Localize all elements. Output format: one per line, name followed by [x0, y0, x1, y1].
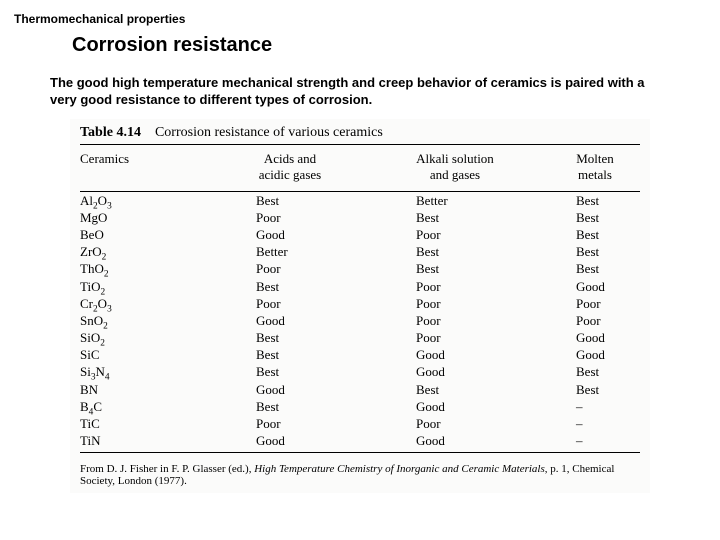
cell-acids: Poor [210, 209, 370, 226]
table-header: Ceramics Acids andacidic gases Alkali so… [80, 145, 640, 188]
cell-alkali: Best [370, 260, 540, 277]
table-row: BeOGoodPoorBest [80, 226, 640, 243]
cell-molten: Best [540, 381, 650, 398]
col-molten: Moltenmetals [540, 151, 650, 183]
cell-acids: Best [210, 398, 370, 415]
table-row: SiCBestGoodGood [80, 346, 640, 363]
cell-formula: SiC [80, 346, 210, 363]
page-title: Corrosion resistance [72, 34, 670, 57]
table-row: MgOPoorBestBest [80, 209, 640, 226]
cell-alkali: Poor [370, 226, 540, 243]
cell-formula: ThO2 [80, 260, 210, 277]
cell-molten: Best [540, 226, 650, 243]
cell-molten: Good [540, 329, 650, 346]
cell-alkali: Best [370, 209, 540, 226]
cell-alkali: Good [370, 432, 540, 449]
cell-acids: Good [210, 381, 370, 398]
cell-molten: Poor [540, 312, 650, 329]
cell-formula: BeO [80, 226, 210, 243]
cell-molten: Good [540, 346, 650, 363]
cell-molten: Best [540, 209, 650, 226]
cell-alkali: Good [370, 363, 540, 380]
cell-alkali: Poor [370, 278, 540, 295]
cell-acids: Poor [210, 260, 370, 277]
cell-formula: SnO2 [80, 312, 210, 329]
cell-formula: B4C [80, 398, 210, 415]
cell-acids: Poor [210, 415, 370, 432]
cell-alkali: Better [370, 192, 540, 209]
caption-text: Corrosion resistance of various ceramics [155, 125, 383, 140]
cell-formula: TiO2 [80, 278, 210, 295]
cell-molten: Best [540, 192, 650, 209]
table-row: Cr2O3PoorPoorPoor [80, 295, 640, 312]
intro-text: The good high temperature mechanical str… [50, 75, 670, 109]
table-row: TiNGoodGood– [80, 432, 640, 449]
col-alkali: Alkali solutionand gases [370, 151, 540, 183]
cell-alkali: Poor [370, 295, 540, 312]
cell-formula: MgO [80, 209, 210, 226]
table-row: Si3N4BestGoodBest [80, 363, 640, 380]
cell-acids: Best [210, 346, 370, 363]
cell-formula: Cr2O3 [80, 295, 210, 312]
table-row: BNGoodBestBest [80, 381, 640, 398]
cell-acids: Good [210, 226, 370, 243]
cell-alkali: Poor [370, 312, 540, 329]
cell-molten: – [540, 398, 650, 415]
table-row: Al2O3BestBetterBest [80, 192, 640, 209]
cell-formula: TiC [80, 415, 210, 432]
cell-formula: ZrO2 [80, 243, 210, 260]
cell-formula: BN [80, 381, 210, 398]
cell-molten: Best [540, 260, 650, 277]
table-citation: From D. J. Fisher in F. P. Glasser (ed.)… [80, 463, 640, 487]
cell-alkali: Best [370, 381, 540, 398]
table-row: TiCPoorPoor– [80, 415, 640, 432]
cell-acids: Better [210, 243, 370, 260]
cell-molten: – [540, 415, 650, 432]
table-row: SnO2GoodPoorPoor [80, 312, 640, 329]
bottom-rule [80, 452, 640, 453]
cell-formula: Si3N4 [80, 363, 210, 380]
cell-alkali: Good [370, 398, 540, 415]
cell-molten: – [540, 432, 650, 449]
table-body: Al2O3BestBetterBestMgOPoorBestBestBeOGoo… [80, 192, 640, 449]
cell-molten: Best [540, 363, 650, 380]
corrosion-table: Table 4.14 Corrosion resistance of vario… [70, 119, 650, 493]
table-caption: Table 4.14 Corrosion resistance of vario… [80, 125, 640, 141]
cell-formula: TiN [80, 432, 210, 449]
table-row: TiO2BestPoorGood [80, 278, 640, 295]
cell-formula: SiO2 [80, 329, 210, 346]
cell-alkali: Best [370, 243, 540, 260]
cell-alkali: Poor [370, 415, 540, 432]
cell-acids: Best [210, 363, 370, 380]
cell-molten: Best [540, 243, 650, 260]
cell-acids: Good [210, 312, 370, 329]
cell-formula: Al2O3 [80, 192, 210, 209]
col-ceramics: Ceramics [80, 151, 210, 183]
cell-alkali: Good [370, 346, 540, 363]
table-row: SiO2BestPoorGood [80, 329, 640, 346]
cell-acids: Good [210, 432, 370, 449]
page-kicker: Thermomechanical properties [14, 12, 670, 26]
cell-molten: Poor [540, 295, 650, 312]
table-row: B4CBestGood– [80, 398, 640, 415]
cell-acids: Best [210, 278, 370, 295]
cell-acids: Best [210, 192, 370, 209]
cite-book: High Temperature Chemistry of Inorganic … [254, 463, 545, 475]
cell-molten: Good [540, 278, 650, 295]
cell-acids: Poor [210, 295, 370, 312]
cell-alkali: Poor [370, 329, 540, 346]
cell-acids: Best [210, 329, 370, 346]
table-row: ZrO2BetterBestBest [80, 243, 640, 260]
col-acids: Acids andacidic gases [210, 151, 370, 183]
caption-label: Table 4.14 [80, 125, 141, 140]
table-row: ThO2PoorBestBest [80, 260, 640, 277]
cite-prefix: From D. J. Fisher in F. P. Glasser (ed.)… [80, 463, 254, 475]
